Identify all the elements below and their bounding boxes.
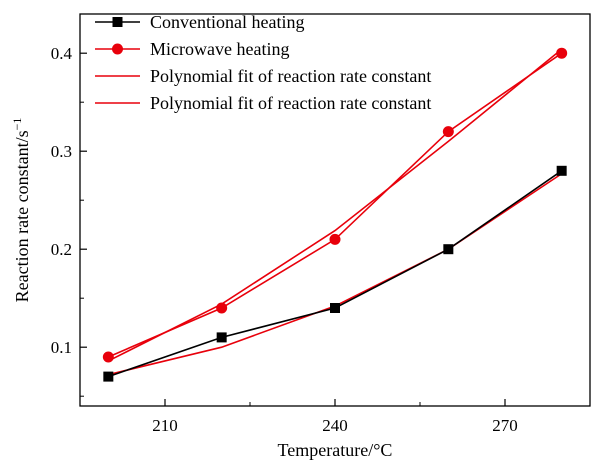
data-point-conventional-heating [556,165,567,176]
y-tick-label: 0.1 [51,338,72,357]
legend: Conventional heating Microwave heating Pol… [95,12,431,113]
x-tick-label: 270 [492,416,518,435]
data-point-conventional-heating [103,371,114,382]
data-point-conventional-heating [216,332,227,343]
data-point-conventional-heating [330,303,340,313]
data-point-microwave-heating [102,351,114,363]
data-point-microwave-heating [442,126,454,138]
legend-marker [112,43,123,55]
data-point-microwave-heating [556,47,568,59]
x-tick-label: 240 [322,416,348,435]
y-axis-title-superscript: −1 [10,118,24,131]
series-line-polynomial-fit-of-reaction-rate-constant-2 [107,48,563,362]
y-axis-title: Reaction rate constant/s−1 [10,118,32,303]
series-layer [102,47,568,382]
y-tick-label: 0.2 [51,240,72,259]
legend-label: Conventional heating [150,12,304,32]
legend-label: Microwave heating [150,39,289,59]
legend-label: Polynomial fit of reaction rate constant [150,93,431,113]
series-line-polynomial-fit-of-reaction-rate-constant [108,173,563,376]
series-line-conventional-heating [108,170,563,378]
y-tick-label: 0.3 [51,142,72,161]
data-point-microwave-heating [329,233,341,245]
legend-label: Polynomial fit of reaction rate constant [150,66,431,86]
x-axis: 210 240 270 [152,399,518,435]
x-tick-label: 210 [152,416,178,435]
y-axis-title-main: Reaction rate constant/s [12,130,32,302]
data-point-conventional-heating [443,244,454,255]
x-axis-title: Temperature/°C [278,440,393,460]
y-tick-label: 0.4 [51,44,73,63]
data-point-microwave-heating [216,302,228,314]
y-axis: 0.1 0.2 0.3 0.4 [51,44,87,397]
legend-marker [112,17,123,27]
